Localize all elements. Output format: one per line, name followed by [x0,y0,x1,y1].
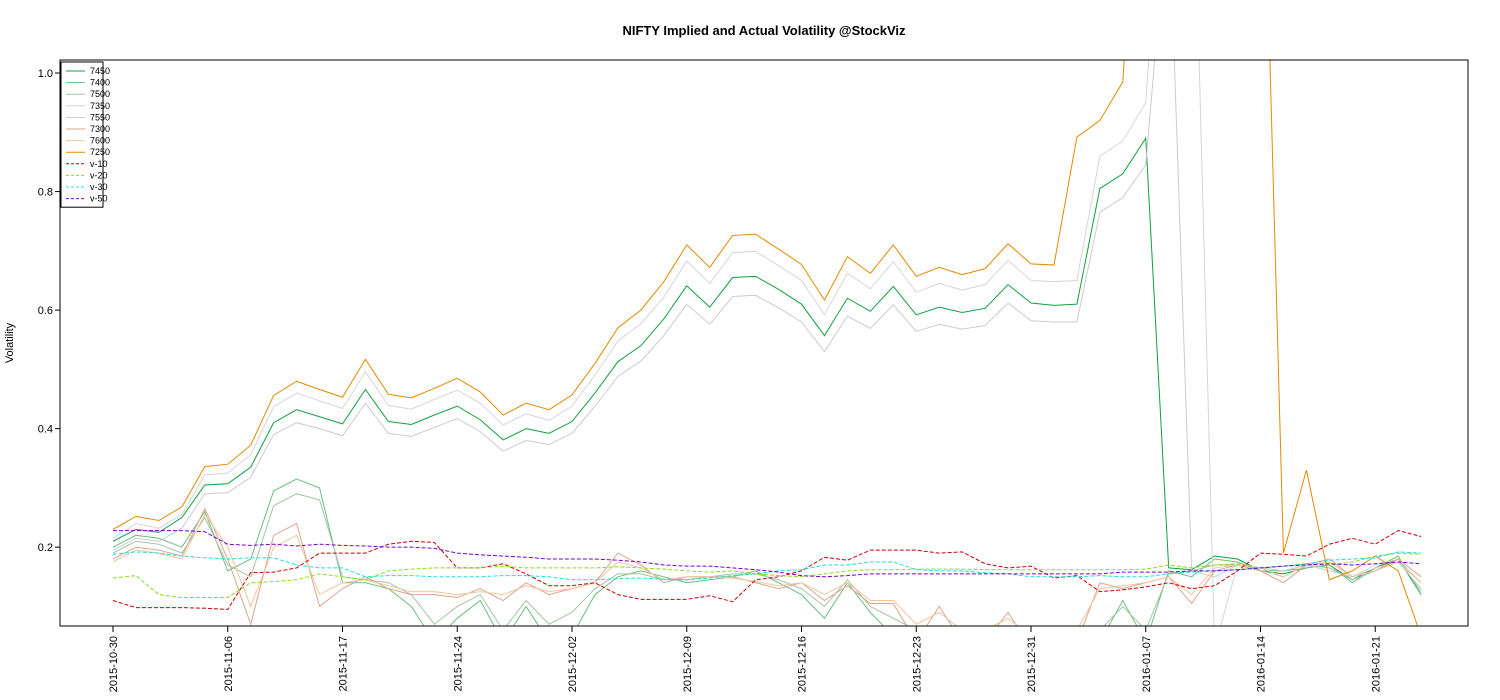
legend-label: 7400 [90,78,110,88]
legend-label: 7300 [90,124,110,134]
x-tick-label: 2016-01-21 [1370,636,1382,692]
series-line [112,136,1422,595]
plot-frame [59,59,1469,627]
y-tick-label: 0.6 [38,305,53,317]
legend-label: v-20 [90,170,108,180]
x-tick-label: 2015-12-31 [1026,636,1038,692]
legend-label: 7600 [90,136,110,146]
chart-title: NIFTY Implied and Actual Volatility @Sto… [622,23,906,38]
series-line [112,507,1422,626]
x-tick-label: 2015-11-06 [223,636,235,691]
series-line [112,551,1422,581]
series-line [112,60,1422,626]
x-tick-label: 2015-12-16 [797,636,809,692]
x-tick-label: 2015-10-30 [108,636,120,692]
legend-label: v-50 [90,194,108,204]
y-axis-label: Volatility [4,322,16,363]
x-tick-label: 2015-12-23 [911,636,923,692]
y-tick-label: 0.2 [38,542,53,554]
y-tick-label: 0.4 [38,424,53,436]
legend-label: 7350 [90,101,110,111]
legend-label: 7250 [90,147,110,157]
legend-label: v-30 [90,182,108,192]
legend-label: 7450 [90,66,110,76]
legend-label: v-10 [90,159,108,169]
x-tick-label: 2015-12-02 [567,636,579,692]
series-line [112,60,1419,626]
legend-box [60,61,104,208]
legend-label: 7500 [90,89,110,99]
series-line [113,530,1422,578]
x-tick-label: 2016-01-14 [1256,636,1268,692]
series-line [112,493,1422,626]
plot-lines [112,60,1422,626]
x-tick-label: 2015-11-17 [338,636,350,691]
x-tick-label: 2015-12-09 [682,636,694,692]
x-tick-label: 2016-01-07 [1141,636,1153,692]
series-line [112,60,1422,589]
y-tick-label: 1.0 [38,68,53,80]
y-tick-label: 0.8 [38,187,53,199]
series-line [112,552,1422,599]
series-line [112,513,1422,626]
x-tick-label: 2015-11-24 [452,636,464,691]
legend-label: 7550 [90,112,110,122]
